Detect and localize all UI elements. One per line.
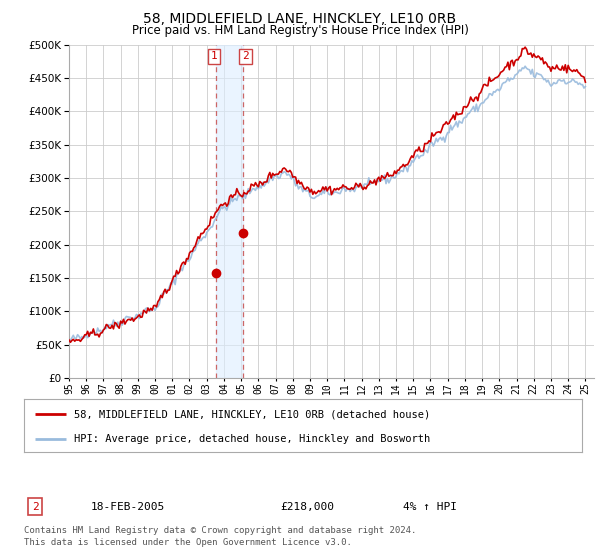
Text: 2: 2 — [242, 52, 249, 62]
Text: Price paid vs. HM Land Registry's House Price Index (HPI): Price paid vs. HM Land Registry's House … — [131, 24, 469, 36]
Text: 2: 2 — [32, 502, 38, 511]
Text: 58, MIDDLEFIELD LANE, HINCKLEY, LE10 0RB (detached house): 58, MIDDLEFIELD LANE, HINCKLEY, LE10 0RB… — [74, 409, 430, 419]
Text: £218,000: £218,000 — [281, 502, 335, 511]
Text: 18-FEB-2005: 18-FEB-2005 — [91, 502, 165, 511]
Text: Contains HM Land Registry data © Crown copyright and database right 2024.
This d: Contains HM Land Registry data © Crown c… — [24, 526, 416, 547]
Text: HPI: Average price, detached house, Hinckley and Bosworth: HPI: Average price, detached house, Hinc… — [74, 434, 430, 444]
Text: 58, MIDDLEFIELD LANE, HINCKLEY, LE10 0RB: 58, MIDDLEFIELD LANE, HINCKLEY, LE10 0RB — [143, 12, 457, 26]
Bar — [216, 45, 244, 378]
Text: 4% ↑ HPI: 4% ↑ HPI — [403, 502, 457, 511]
Text: £158,000: £158,000 — [281, 502, 335, 511]
Text: 11-JUL-2003: 11-JUL-2003 — [91, 502, 165, 511]
Text: 10% ↓ HPI: 10% ↓ HPI — [403, 502, 464, 511]
Text: 1: 1 — [211, 52, 217, 62]
Text: 1: 1 — [32, 502, 38, 511]
